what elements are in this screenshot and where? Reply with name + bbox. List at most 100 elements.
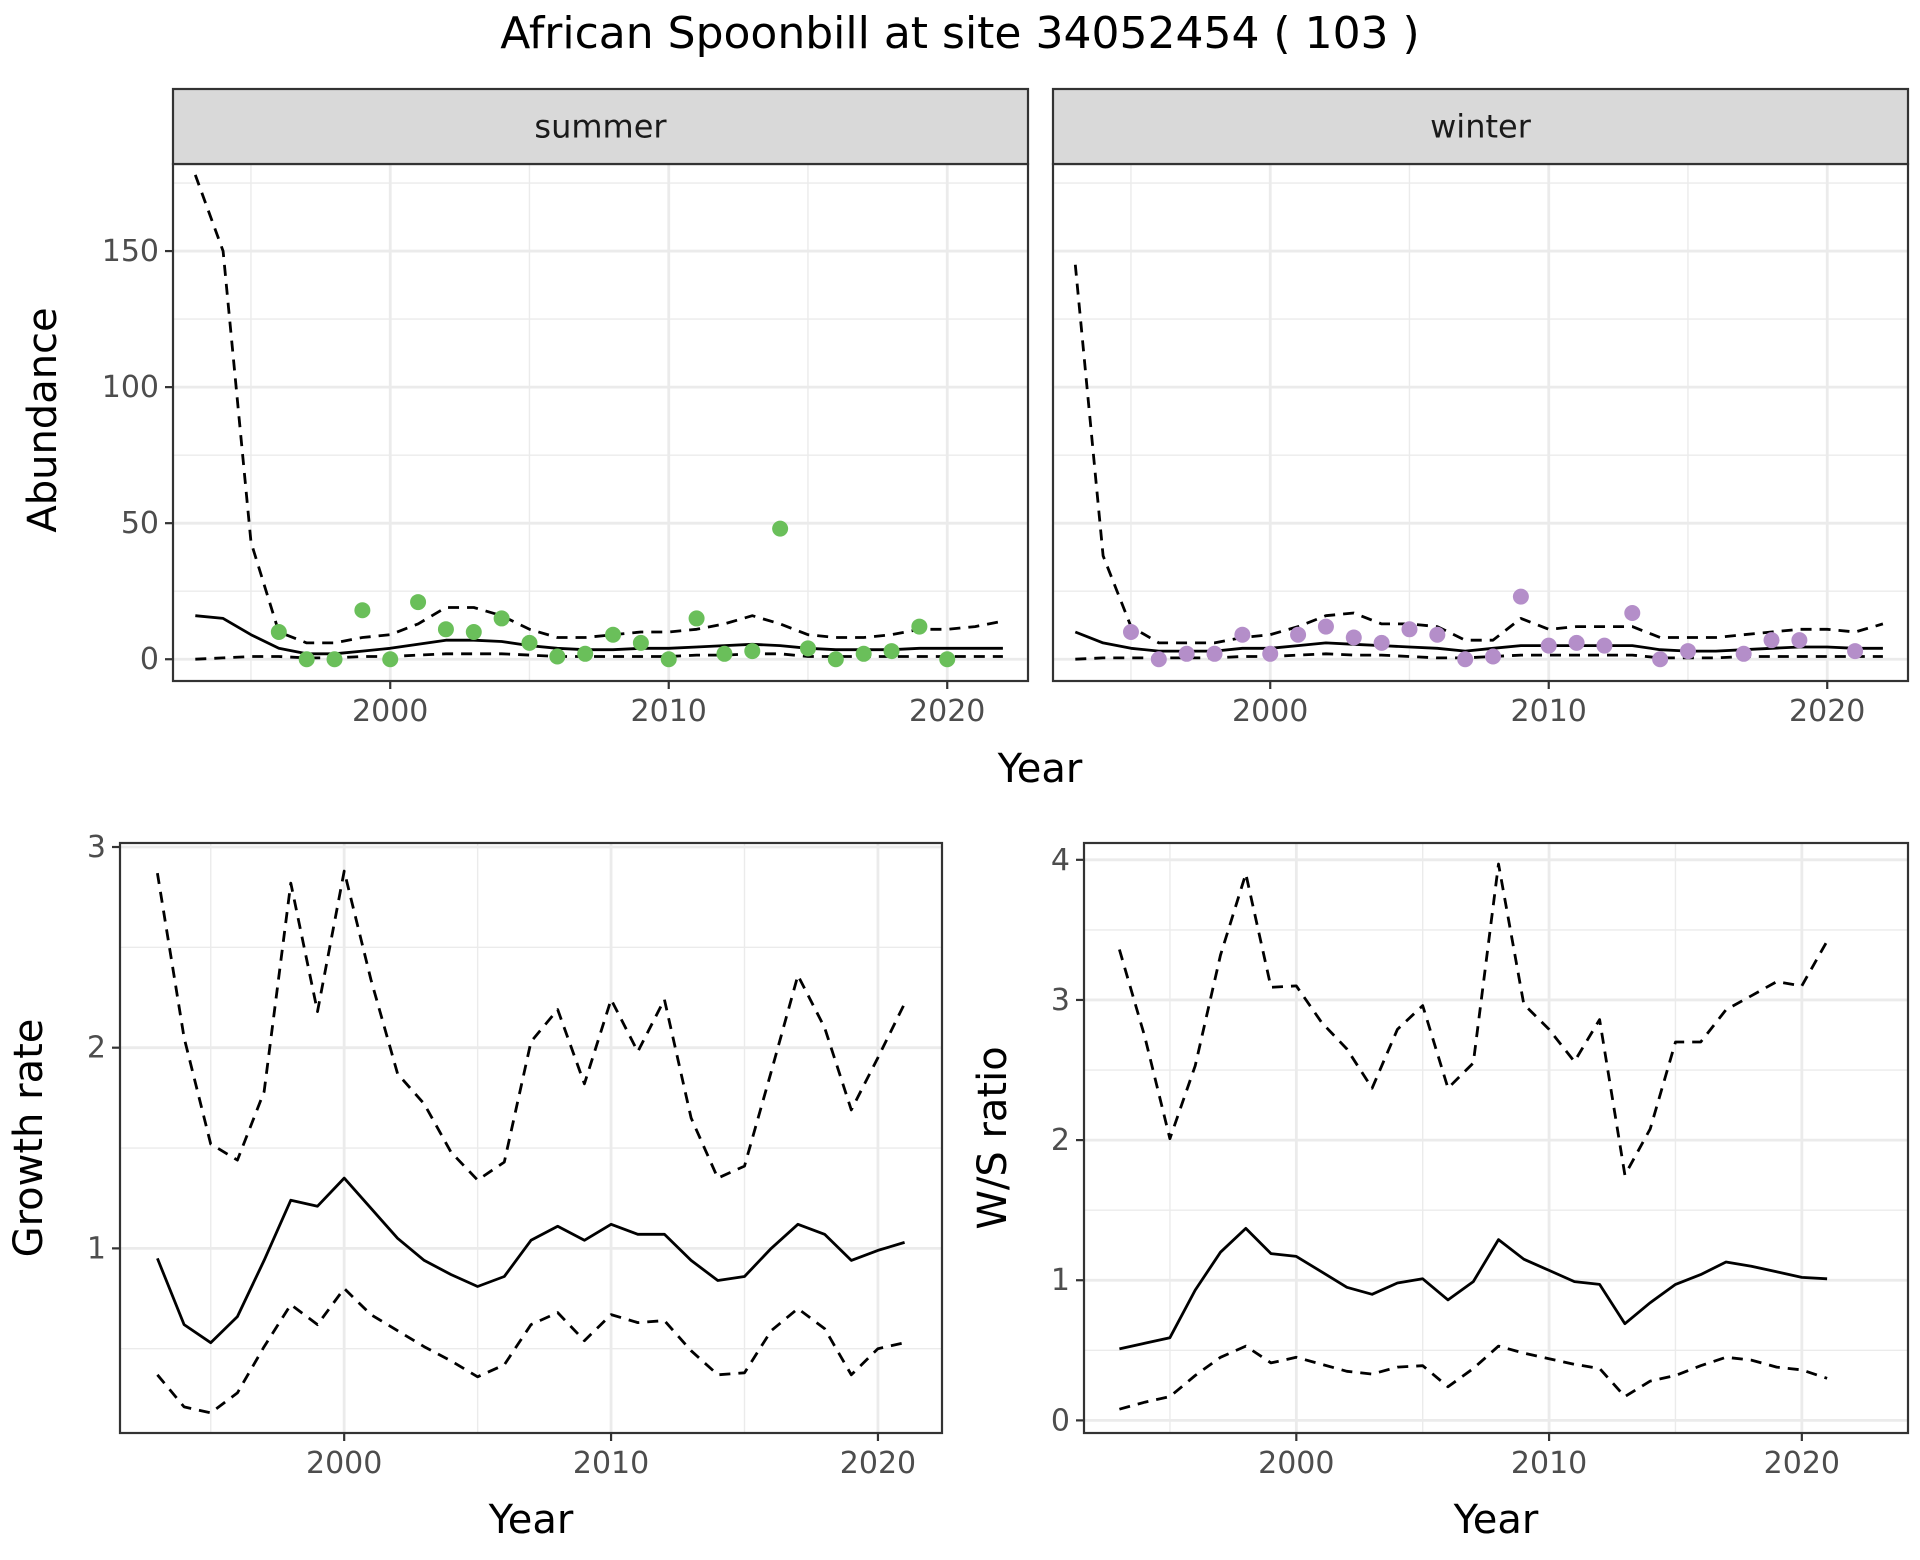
x-tick-label: 2020 [1789, 694, 1865, 729]
credible-interval-line [1118, 862, 1829, 1177]
y-tick-label: 3 [87, 830, 106, 865]
data-point [1122, 624, 1139, 641]
y-tick-label: 150 [102, 234, 159, 269]
data-point [1512, 588, 1529, 605]
x-axis-title: Year [1453, 1497, 1539, 1543]
y-tick-label: 2 [87, 1031, 106, 1066]
data-point [382, 651, 399, 668]
y-tick-label: 50 [121, 506, 159, 541]
data-point [1735, 645, 1752, 662]
data-point [1596, 637, 1613, 654]
data-point [688, 610, 705, 627]
facet-strip [1051, 87, 1910, 166]
credible-interval-line [1073, 264, 1884, 645]
data-point [799, 640, 816, 657]
y-tick-label: 0 [1051, 1403, 1070, 1438]
x-tick-label: 2020 [909, 694, 985, 729]
data-point [1206, 645, 1223, 662]
trend-line [156, 1176, 906, 1345]
y-tick-label: 3 [1051, 983, 1070, 1018]
data-point [883, 643, 900, 660]
data-point [939, 651, 956, 668]
credible-interval-line [156, 1287, 905, 1415]
panel-border [1082, 841, 1910, 1435]
data-point [1791, 632, 1808, 649]
data-point [855, 645, 872, 662]
plot-background [120, 843, 942, 1433]
data-point [772, 520, 789, 537]
x-tick-label: 2010 [631, 694, 707, 729]
data-point [437, 621, 454, 638]
data-point [1262, 645, 1279, 662]
y-axis-title: Growth rate [6, 1019, 52, 1258]
data-point [326, 651, 343, 668]
x-tick-label: 2000 [1232, 694, 1308, 729]
data-point [1568, 634, 1585, 651]
figure-title: African Spoonbill at site 34052454 ( 103… [500, 8, 1419, 59]
data-point [1234, 626, 1251, 643]
data-point [1401, 621, 1418, 638]
plot-background [1053, 164, 1908, 681]
data-point [1429, 626, 1446, 643]
x-tick-label: 2020 [840, 1446, 916, 1481]
plot-background [1084, 843, 1908, 1433]
y-tick-label: 4 [1051, 843, 1070, 878]
x-tick-label: 2010 [573, 1446, 649, 1481]
data-point [521, 634, 538, 651]
x-tick-label: 2010 [1511, 1446, 1587, 1481]
data-point [410, 594, 427, 611]
data-point [1540, 637, 1557, 654]
x-tick-label: 2010 [1511, 694, 1587, 729]
y-tick-label: 1 [1051, 1263, 1070, 1298]
x-tick-label: 2000 [1258, 1446, 1334, 1481]
panel-summer: summer 2000 2010 2020 0 50 100 150 [102, 87, 1030, 729]
data-point [632, 634, 649, 651]
data-point [1485, 648, 1502, 665]
y-tick-label: 100 [102, 370, 159, 405]
facet-strip-label: summer [534, 108, 667, 146]
y-tick-label: 0 [140, 642, 159, 677]
data-point [298, 651, 315, 668]
data-point [1150, 651, 1167, 668]
data-point [549, 648, 566, 665]
data-point [1457, 651, 1474, 668]
data-point [270, 624, 287, 641]
data-point [716, 645, 733, 662]
data-point [1317, 618, 1334, 635]
top-y-axis-title: Abundance [20, 307, 66, 532]
x-tick-label: 2000 [352, 694, 428, 729]
y-tick-label: 1 [87, 1231, 106, 1266]
x-tick-label: 2000 [306, 1446, 382, 1481]
x-tick-label: 2020 [1764, 1446, 1840, 1481]
trend-line [1119, 1227, 1828, 1351]
data-point [1624, 604, 1641, 621]
data-point [1373, 634, 1390, 651]
top-x-axis-title: Year [997, 746, 1083, 792]
data-point [911, 618, 928, 635]
data-point [1763, 632, 1780, 649]
data-point [827, 651, 844, 668]
panel-winter: winter 2000 2010 2020 [1051, 87, 1910, 729]
credible-interval-line [1119, 1344, 1828, 1411]
credible-interval-line [156, 869, 906, 1182]
panel-ratio: 2000 2010 2020 0 1 2 3 4 Year W/S ratio [970, 841, 1910, 1543]
plot-background [173, 164, 1028, 681]
data-point [1679, 643, 1696, 660]
data-point [1290, 626, 1307, 643]
data-point [1345, 629, 1362, 646]
data-point [577, 645, 594, 662]
data-point [605, 626, 622, 643]
credible-interval-line [193, 174, 1004, 645]
facet-strip-label: winter [1430, 108, 1532, 146]
y-tick-label: 2 [1051, 1123, 1070, 1158]
facet-strip [171, 87, 1030, 166]
data-point [1847, 643, 1864, 660]
data-point [465, 624, 482, 641]
x-axis-title: Year [488, 1497, 574, 1543]
data-point [1178, 645, 1195, 662]
data-point [493, 610, 510, 627]
panel-growth: 2000 2010 2020 1 2 3 Year Growth rate [6, 830, 944, 1543]
data-point [354, 602, 371, 619]
data-point [1652, 651, 1669, 668]
